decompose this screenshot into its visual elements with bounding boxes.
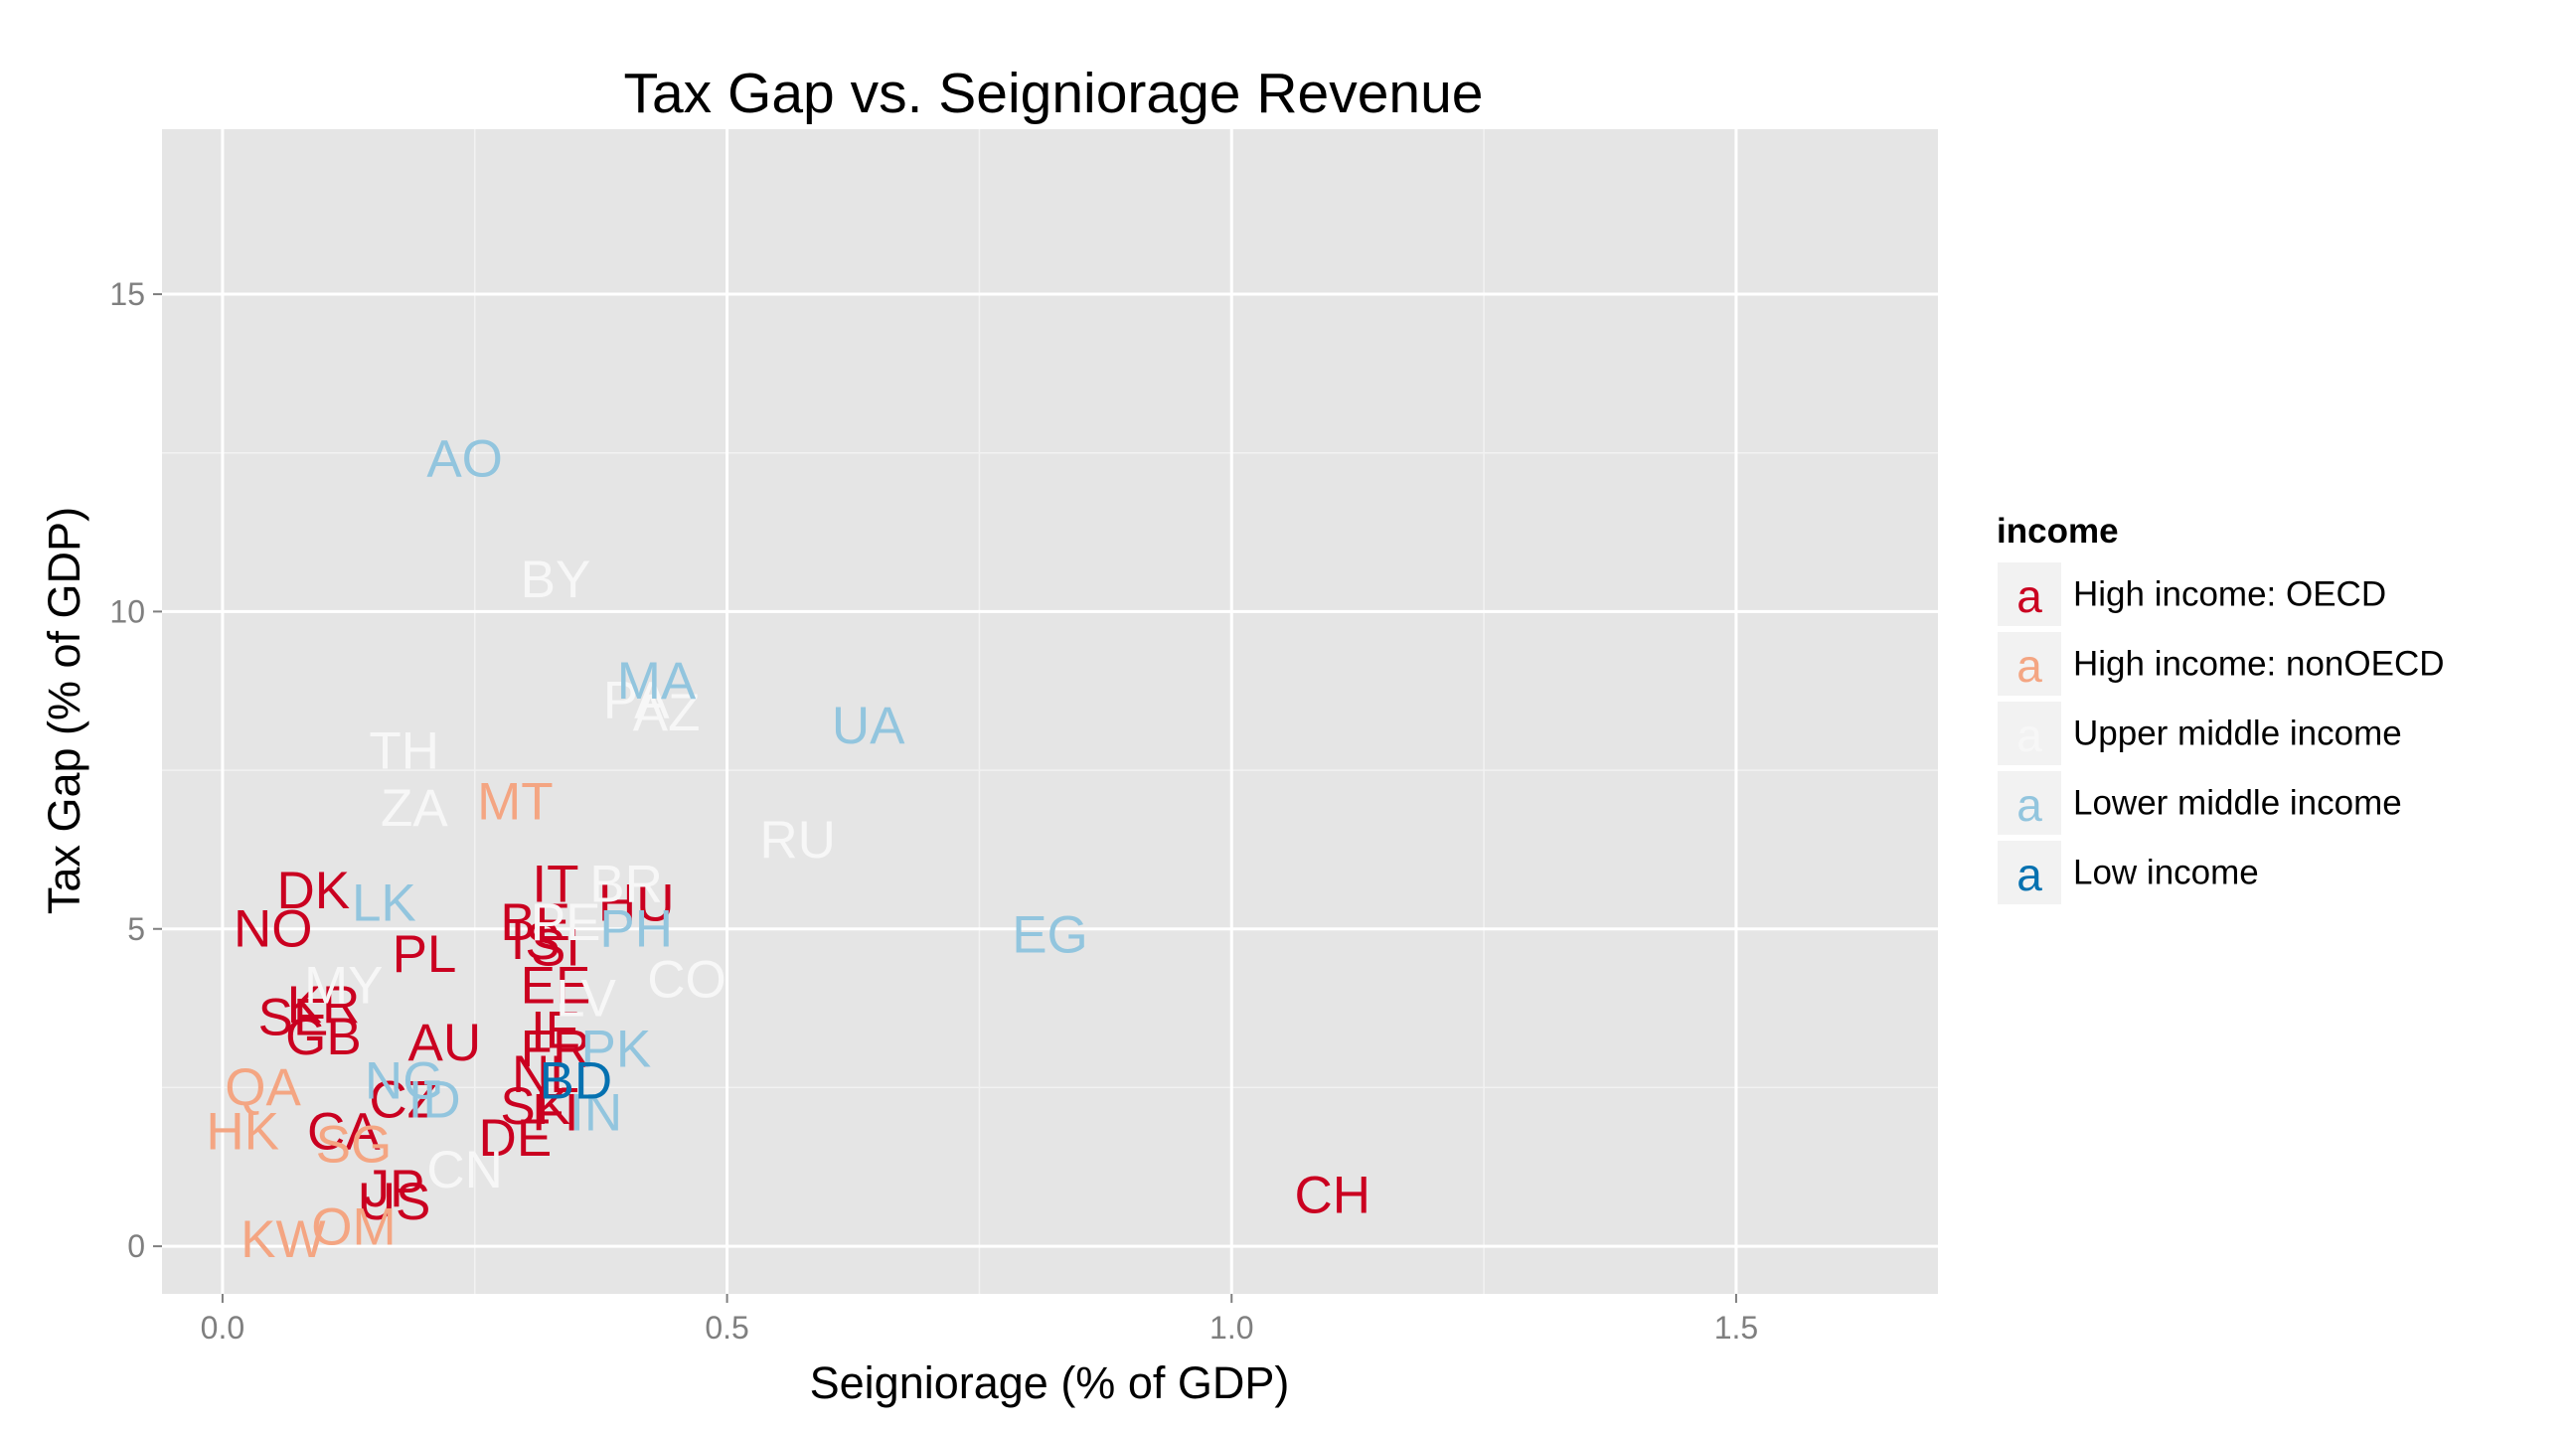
major-gridlines [162,129,1938,1294]
point-label-eg: EG [1012,906,1088,965]
point-label-bd: BD [539,1052,612,1111]
point-label-in: IN [569,1083,622,1142]
x-tick-label: 0.5 [705,1310,748,1346]
point-label-lk: LK [352,874,416,933]
legend-label: High income: nonOECD [2073,645,2445,684]
point-label-dk: DK [276,862,350,920]
point-label-by: BY [521,551,591,609]
point-label-ch: CH [1295,1167,1371,1225]
point-label-th: TH [369,721,439,780]
point-label-fi: FI [532,1083,578,1142]
point-label-ma: MA [617,652,697,711]
point-label-id: ID [408,1071,461,1130]
legend-label: Lower middle income [2073,784,2402,823]
point-label-ng: NG [365,1052,444,1111]
plot-panel [162,129,1938,1294]
legend-key [1996,839,2063,906]
legend-label: Upper middle income [2073,715,2402,753]
legend-label: High income: OECD [2073,575,2386,614]
y-tick-label: 5 [127,911,145,947]
point-label-it: IT [532,856,578,914]
point-label-au: AU [407,1014,481,1072]
point-label-cz: CZ [369,1071,439,1130]
legend-item: a High income: nonOECD [1996,630,2445,698]
x-tick-label: 1.5 [1714,1310,1758,1346]
point-label-be: BE [500,893,570,952]
legend-label: Low income [2073,854,2259,892]
point-label-is: IS [511,912,561,971]
chart-title: Tax Gap vs. Seigniorage Revenue [623,62,1483,125]
legend-key-glyph: a [2016,640,2042,692]
point-label-ru: RU [759,811,836,870]
point-label-ca: CA [307,1103,381,1162]
legend-key-glyph: a [2016,779,2042,831]
legend-item: a High income: OECD [1996,560,2386,628]
x-axis-title: Seigniorage (% of GDP) [810,1357,1290,1408]
legend-item: a Low income [1996,839,2259,906]
point-label-sk: SK [500,1077,570,1136]
legend-key [1996,700,2063,767]
point-label-kw: KW [241,1210,325,1269]
point-label-mt: MT [477,773,554,832]
legend-key-glyph: a [2016,570,2042,622]
y-axis-title: Tax Gap (% of GDP) [39,507,89,914]
y-axis: 0 5 10 15 [109,276,162,1264]
legend-key-glyph: a [2016,849,2042,900]
point-label-ee: EE [521,957,591,1016]
minor-gridlines [162,129,1938,1294]
point-label-qa: QA [225,1058,301,1117]
point-label-se: SE [258,989,329,1047]
point-label-de: DE [479,1109,553,1168]
point-label-az: AZ [633,684,701,742]
point-label-ua: UA [832,697,905,755]
point-label-lv: LV [556,970,617,1029]
legend-title: income [1997,512,2119,551]
point-label-hu: HU [598,874,675,933]
point-label-no: NO [234,899,313,958]
point-label-za: ZA [381,779,448,838]
point-label-ph: PH [599,899,673,958]
point-label-ao: AO [426,430,503,489]
legend-key [1996,560,2063,628]
point-label-jp: JP [364,1160,425,1218]
point-label-fr: FR [521,1021,591,1079]
point-label-br: BR [589,856,663,914]
point-label-cn: CN [426,1141,503,1199]
point-label-si: SI [531,918,580,977]
point-label-pk: PK [581,1021,652,1079]
point-label-pl: PL [393,925,457,984]
x-tick-label: 1.0 [1209,1310,1253,1346]
point-label-sg: SG [316,1115,393,1174]
point-label-nl: NL [512,1045,579,1104]
point-label-us: US [358,1173,431,1231]
point-label-pa: PA [603,671,670,729]
legend-key [1996,630,2063,698]
point-label-kr: KR [287,976,361,1034]
legend-item: a Lower middle income [1996,769,2402,837]
point-label-gb: GB [285,1008,362,1066]
point-label-pe: PE [531,893,601,952]
legend-key [1996,769,2063,837]
x-tick-label: 0.0 [201,1310,244,1346]
legend-item: a Upper middle income [1996,700,2402,767]
y-tick-label: 0 [127,1228,145,1264]
point-label-hk: HK [206,1103,279,1162]
y-tick-label: 15 [109,276,145,312]
legend: income a High income: OECD a High income: n… [1996,512,2445,906]
legend-key-glyph: a [2016,710,2042,761]
x-axis: 0.0 0.5 1.0 1.5 [201,1294,1758,1346]
point-label-co: CO [647,950,726,1009]
point-label-ie: IE [531,1001,580,1059]
y-tick-label: 10 [109,593,145,629]
point-label-om: OM [311,1197,396,1256]
point-label-my: MY [304,957,384,1016]
